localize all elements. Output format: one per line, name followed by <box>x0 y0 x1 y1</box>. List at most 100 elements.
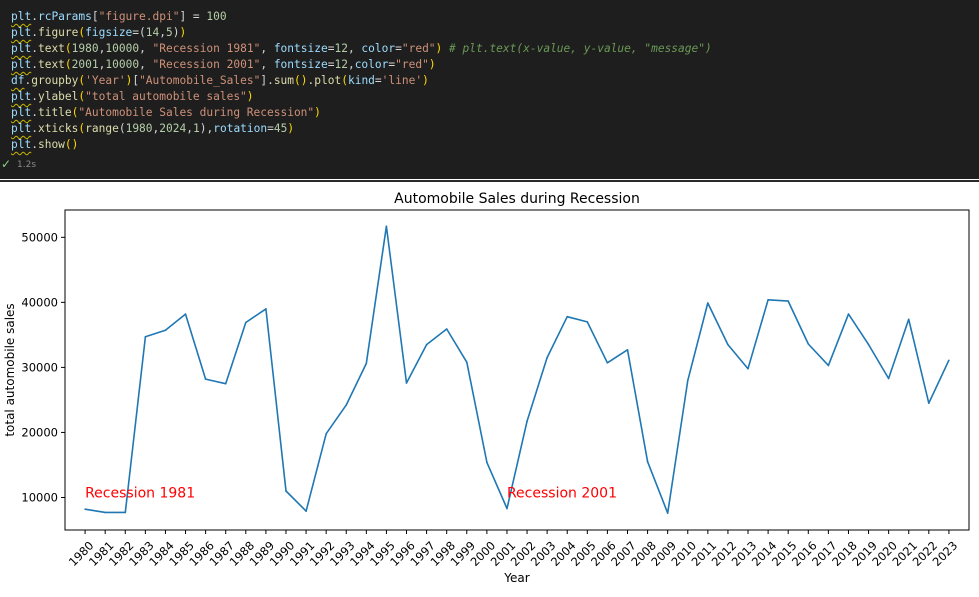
data-point <box>465 361 468 363</box>
code-token: , <box>152 122 160 135</box>
data-point <box>506 507 508 510</box>
code-token: ( <box>71 106 79 119</box>
code-token: , <box>98 42 106 55</box>
code-token: = <box>374 74 382 87</box>
y-tick-label: 50000 <box>21 230 58 244</box>
data-point <box>586 321 589 323</box>
code-token: . <box>31 90 38 103</box>
code-token: = <box>327 58 335 71</box>
code-token: "red" <box>395 58 429 71</box>
data-point <box>405 382 408 384</box>
code-token: text <box>37 42 65 55</box>
success-check-icon: ✓ <box>1 157 12 171</box>
data-point <box>807 343 810 345</box>
code-token: ( <box>64 58 72 71</box>
y-axis-label: total automobile sales <box>3 303 17 436</box>
code-token: text <box>37 58 65 71</box>
code-token: [ <box>91 10 99 23</box>
y-axis-ticks: 10000 20000 30000 40000 50000 <box>21 230 65 504</box>
data-point <box>626 349 629 351</box>
code-token: 'line' <box>381 74 423 87</box>
code-token: = <box>395 42 402 55</box>
code-token: "total automobile sales" <box>85 90 247 103</box>
code-token: fontsize <box>273 42 328 55</box>
code-token: title <box>37 106 72 119</box>
code-token: 10000 <box>105 42 140 55</box>
code-token: ) <box>125 74 133 87</box>
data-point <box>847 313 850 315</box>
code-token: ) <box>422 74 429 87</box>
code-token: fontsize <box>273 58 328 71</box>
data-point <box>104 511 106 514</box>
code-token: . <box>31 58 38 71</box>
data-point <box>486 461 488 464</box>
code-token: ( <box>78 26 86 39</box>
code-token: ) <box>246 90 254 103</box>
data-point <box>948 359 950 362</box>
code-token: plot <box>314 74 342 87</box>
code-line: plt.text(2001,10000, "Recession 2001", f… <box>11 57 436 73</box>
code-token: . <box>31 10 38 23</box>
code-token: , <box>347 42 362 55</box>
code-line: plt.rcParams["figure.dpi"] = 100 <box>11 9 227 25</box>
code-token: plt <box>11 106 32 119</box>
code-token: ylabel <box>37 90 79 103</box>
code-token: ) <box>428 58 436 71</box>
code-token: ( <box>341 74 348 87</box>
code-token: plt <box>11 42 32 55</box>
data-point <box>767 298 769 301</box>
code-token: 'Year' <box>85 74 126 87</box>
x-axis-ticks: 1980198119821983198419851986198719881989… <box>66 530 960 569</box>
code-cell[interactable]: plt.rcParams["figure.dpi"] = 100 plt.figu… <box>0 0 979 179</box>
y-tick-label: 40000 <box>21 295 58 309</box>
series-line <box>84 225 950 514</box>
code-token: , <box>159 26 167 39</box>
code-token: ) <box>287 122 295 135</box>
code-token: 12 <box>334 42 348 55</box>
code-token: . <box>31 106 38 119</box>
data-point <box>184 313 187 315</box>
data-point <box>907 318 910 321</box>
data-point <box>84 508 86 510</box>
data-point <box>606 362 609 364</box>
data-point <box>385 225 388 228</box>
code-token: plt <box>11 122 32 135</box>
code-token: ) <box>314 106 321 119</box>
code-token: "red" <box>401 42 436 55</box>
data-point <box>686 379 689 382</box>
code-token: "Recession 1981" <box>152 42 261 55</box>
code-token: plt <box>11 10 32 23</box>
data-point <box>245 321 247 324</box>
data-point <box>285 490 287 492</box>
code-token: = <box>267 122 274 135</box>
code-token: # plt.text(x-value, y-value, "message") <box>442 42 712 55</box>
code-line: plt.xticks(range(1980,2024,1),rotation=4… <box>11 121 294 137</box>
code-token: ( <box>78 90 86 103</box>
data-point <box>164 329 167 332</box>
code-token: 100 <box>206 10 227 23</box>
annotation-text: Recession 1981 <box>85 485 195 501</box>
code-token: rotation <box>213 122 268 135</box>
code-token: show <box>37 138 65 151</box>
code-token: [ <box>132 74 140 87</box>
data-point <box>365 362 368 365</box>
data-point <box>265 308 267 310</box>
code-token: 10000 <box>105 58 140 71</box>
code-token: figsize <box>85 26 133 39</box>
data-point <box>526 420 528 423</box>
data-point <box>204 378 207 380</box>
code-token: "Automobile Sales during Recession" <box>78 106 315 119</box>
code-line: df.groupby('Year')["Automobile_Sales"].s… <box>11 73 429 89</box>
code-token: ) <box>179 26 187 39</box>
code-line: plt.show() <box>11 137 78 153</box>
data-point <box>827 364 830 367</box>
code-token: . <box>307 74 315 87</box>
code-line: plt.text(1980,10000, "Recession 1981", f… <box>11 41 712 57</box>
code-token: , <box>139 42 153 55</box>
data-point <box>445 328 448 330</box>
annotation-text: Recession 2001 <box>507 485 617 501</box>
code-token: , <box>260 58 274 71</box>
code-token: color <box>354 58 389 71</box>
output-chart: Automobile Sales during Recession Year t… <box>0 180 979 593</box>
code-token: . <box>24 74 32 87</box>
